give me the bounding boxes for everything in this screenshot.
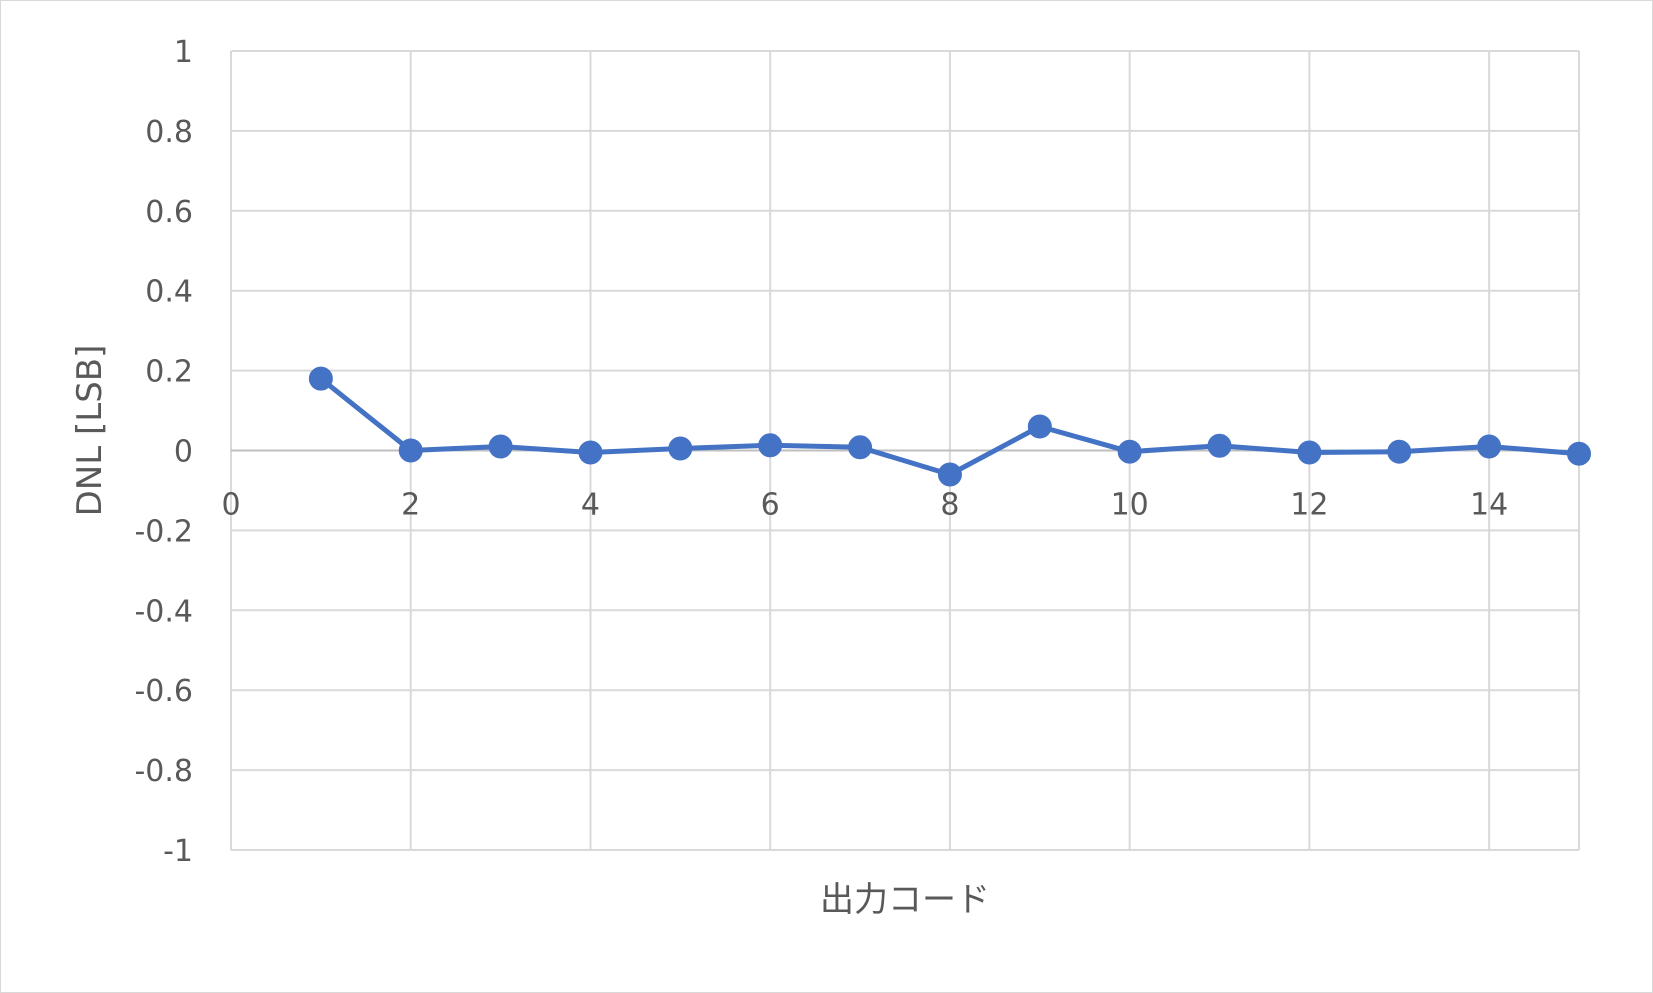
y-tick-labels: 1 0.8 0.6 0.4 0.2 0 -0.2 -0.4 -0.6 -0.8 -1 (134, 35, 193, 869)
y-tick-label: 0.4 (145, 275, 193, 310)
y-tick-label: -0.6 (134, 674, 193, 709)
data-point (578, 440, 603, 465)
y-tick-label: -1 (163, 834, 193, 869)
y-tick-label: -0.4 (134, 594, 193, 629)
y-tick-label: 0.2 (145, 355, 193, 390)
data-point (1477, 434, 1502, 459)
series-group (308, 366, 1591, 487)
data-point (1027, 414, 1052, 439)
data-point (308, 366, 333, 391)
x-tick-label: 6 (761, 488, 780, 523)
data-point (758, 433, 783, 458)
data-point (1207, 433, 1232, 458)
y-tick-label: 0.6 (145, 195, 193, 230)
y-axis-title: DNL [LSB] (70, 345, 110, 517)
data-point (848, 435, 873, 460)
data-point (668, 436, 693, 461)
x-tick-label: 0 (221, 488, 240, 523)
x-tick-label: 2 (401, 488, 420, 523)
data-point (937, 462, 962, 487)
x-tick-label: 10 (1111, 488, 1149, 523)
y-tick-label: -0.8 (134, 754, 193, 789)
data-point (398, 438, 423, 463)
x-tick-label: 12 (1290, 488, 1328, 523)
x-tick-label: 14 (1470, 488, 1508, 523)
y-tick-label: 0 (174, 435, 193, 470)
x-tick-label: 4 (581, 488, 600, 523)
data-point (1567, 441, 1591, 466)
x-tick-labels: 0 2 4 6 8 10 12 14 (221, 488, 1508, 523)
data-point (488, 434, 513, 459)
y-tick-label: -0.2 (134, 514, 193, 549)
data-point (1117, 439, 1142, 464)
data-point (1297, 440, 1322, 465)
y-tick-label: 1 (174, 35, 193, 70)
data-point (1387, 439, 1412, 464)
x-tick-label: 8 (940, 488, 959, 523)
y-tick-label: 0.8 (145, 115, 193, 150)
x-axis-title: 出力コード (820, 880, 990, 920)
